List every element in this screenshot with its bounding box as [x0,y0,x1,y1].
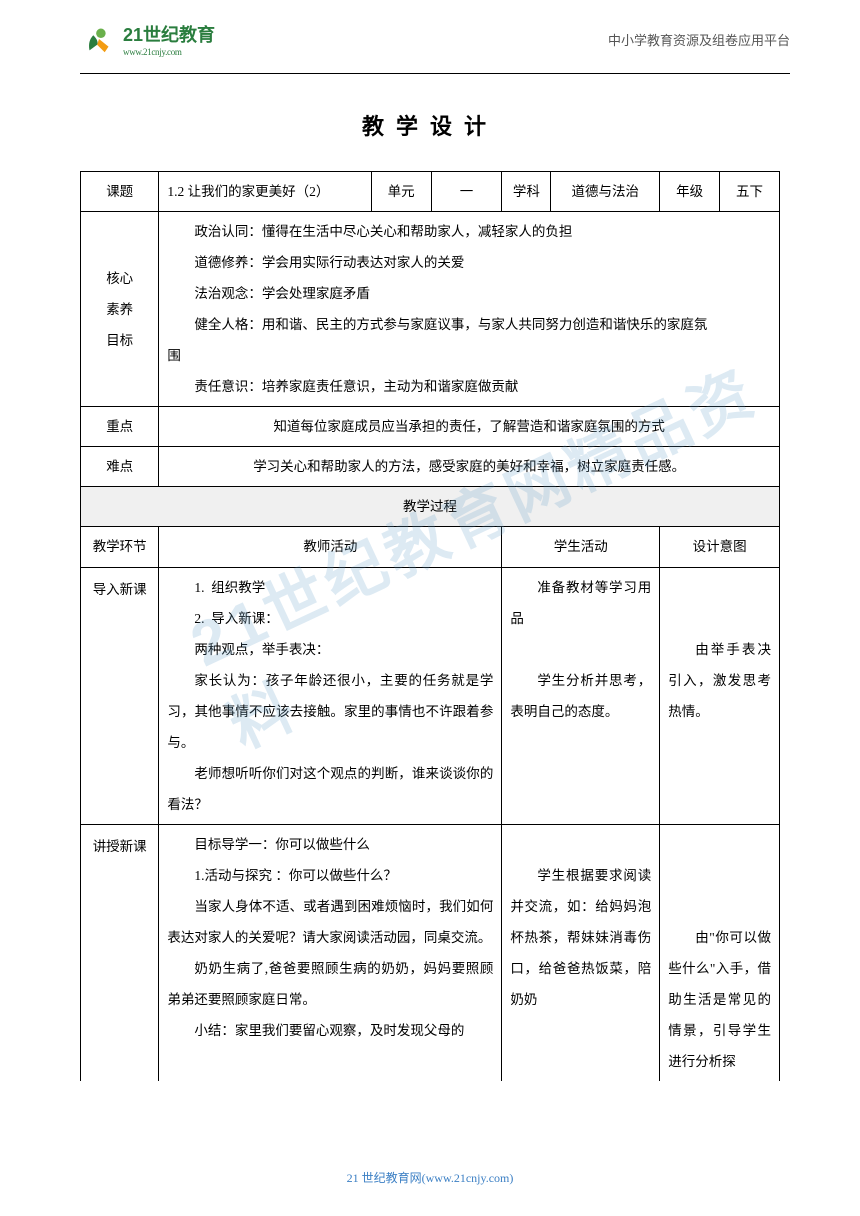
intro-design: 由举手表决引入，激发思考热情。 [660,567,780,824]
intro-student: 准备教材等学习用品 学生分析并思考，表明自己的态度。 [502,567,660,824]
intro-t5: 老师想听听你们对这个观点的判断，谁来谈谈你的看法？ [167,758,493,820]
intro-t2b: 导入新课： [211,611,279,626]
teach-d1: 由"你可以做些什么"入手，借助生活是常见的情景，引导学生进行分析探 [668,922,771,1077]
label-unit: 单元 [371,172,431,212]
obj-line5: 责任意识：培养家庭责任意识，主动为和谐家庭做贡献 [167,371,771,402]
process-header: 教学过程 [81,487,780,527]
header-right-text: 中小学教育资源及组卷应用平台 [608,30,790,49]
intro-t1b: 组织教学 [211,580,265,595]
teach-s1: 学生根据要求阅读并交流，如：给妈妈泡杯热茶，帮妹妹消毒伤口，给爸爸热饭菜，陪奶奶 [510,860,651,1015]
objectives-content: 政治认同：懂得在生活中尽心关心和帮助家人，减轻家人的负担 道德修养：学会用实际行… [159,212,780,407]
intro-t1: 1. [194,580,204,595]
intro-s1: 准备教材等学习用品 [510,572,651,634]
intro-t2: 2. [194,611,204,626]
table-row-keypoint: 重点 知道每位家庭成员应当承担的责任，了解营造和谐家庭氛围的方式 [81,407,780,447]
page-header: 21世纪教育 www.21cnjy.com 中小学教育资源及组卷应用平台 [0,0,860,68]
logo-icon [80,20,118,58]
label-intro: 导入新课 [81,567,159,824]
label-difficulty: 难点 [81,447,159,487]
table-row-teach: 讲授新课 目标导学一：你可以做些什么 1.活动与探究 ：你可以做些什么？ 当家人… [81,824,780,1081]
teach-design: 由"你可以做些什么"入手，借助生活是常见的情景，引导学生进行分析探 [660,824,780,1081]
teach-t4: 奶奶生病了,爸爸要照顾生病的奶奶，妈妈要照顾弟弟还要照顾家庭日常。 [167,953,493,1015]
difficulty-content: 学习关心和帮助家人的方法，感受家庭的美好和幸福，树立家庭责任感。 [159,447,780,487]
obj-line3: 法治观念：学会处理家庭矛盾 [167,278,771,309]
table-row-intro: 导入新课 1. 组织教学 2. 导入新课： 两种观点，举手表决： 家长认为：孩子… [81,567,780,824]
col-teacher: 教师活动 [159,527,502,567]
table-row-process-header: 教学过程 [81,487,780,527]
label-subject: 学科 [502,172,551,212]
page-footer: 21 世纪教育网(www.21cnjy.com) [0,1169,860,1186]
label-keypoint: 重点 [81,407,159,447]
col-design: 设计意图 [660,527,780,567]
col-student: 学生活动 [502,527,660,567]
keypoint-content: 知道每位家庭成员应当承担的责任，了解营造和谐家庭氛围的方式 [159,407,780,447]
value-grade: 五下 [720,172,780,212]
teach-t3: 当家人身体不适、或者遇到困难烦恼时，我们如何表达对家人的关爱呢？请大家阅读活动园… [167,891,493,953]
teach-t2: 1.活动与探究 ：你可以做些什么？ [167,860,493,891]
logo: 21世纪教育 www.21cnjy.com [80,20,215,58]
col-phase: 教学环节 [81,527,159,567]
obj-line4b: 围 [167,340,771,371]
intro-d1: 由举手表决引入，激发思考热情。 [668,634,771,727]
obj-line1: 政治认同：懂得在生活中尽心关心和帮助家人，减轻家人的负担 [167,216,771,247]
label-teach: 讲授新课 [81,824,159,1081]
teach-t5: 小结：家里我们要留心观察，及时发现父母的 [167,1015,493,1046]
table-row-topic: 课题 1.2 让我们的家更美好（2） 单元 一 学科 道德与法治 年级 五下 [81,172,780,212]
obj-line2: 道德修养：学会用实际行动表达对家人的关爱 [167,247,771,278]
intro-teacher: 1. 组织教学 2. 导入新课： 两种观点，举手表决： 家长认为：孩子年龄还很小… [159,567,502,824]
label-objectives: 核心 素养 目标 [81,212,159,407]
teach-t1: 目标导学一：你可以做些什么 [167,829,493,860]
page-title: 教学设计 [0,109,860,141]
logo-sub-text: www.21cnjy.com [123,47,215,57]
obj-line4: 健全人格：用和谐、民主的方式参与家庭议事，与家人共同努力创造和谐快乐的家庭氛 [167,309,771,340]
header-divider [80,73,790,74]
table-row-objectives: 核心 素养 目标 政治认同：懂得在生活中尽心关心和帮助家人，减轻家人的负担 道德… [81,212,780,407]
label-topic: 课题 [81,172,159,212]
label-grade: 年级 [660,172,720,212]
intro-s2: 学生分析并思考，表明自己的态度。 [510,665,651,727]
lesson-table: 课题 1.2 让我们的家更美好（2） 单元 一 学科 道德与法治 年级 五下 核… [80,171,780,1081]
intro-t3: 两种观点，举手表决： [167,634,493,665]
table-row-difficulty: 难点 学习关心和帮助家人的方法，感受家庭的美好和幸福，树立家庭责任感。 [81,447,780,487]
table-row-columns: 教学环节 教师活动 学生活动 设计意图 [81,527,780,567]
value-subject: 道德与法治 [551,172,660,212]
teach-teacher: 目标导学一：你可以做些什么 1.活动与探究 ：你可以做些什么？ 当家人身体不适、… [159,824,502,1081]
logo-main-text: 21世纪教育 [123,21,215,47]
teach-student: 学生根据要求阅读并交流，如：给妈妈泡杯热茶，帮妹妹消毒伤口，给爸爸热饭菜，陪奶奶 [502,824,660,1081]
logo-text: 21世纪教育 www.21cnjy.com [123,21,215,57]
value-unit: 一 [431,172,502,212]
value-topic: 1.2 让我们的家更美好（2） [159,172,371,212]
intro-t4: 家长认为：孩子年龄还很小，主要的任务就是学习，其他事情不应该去接触。家里的事情也… [167,665,493,758]
